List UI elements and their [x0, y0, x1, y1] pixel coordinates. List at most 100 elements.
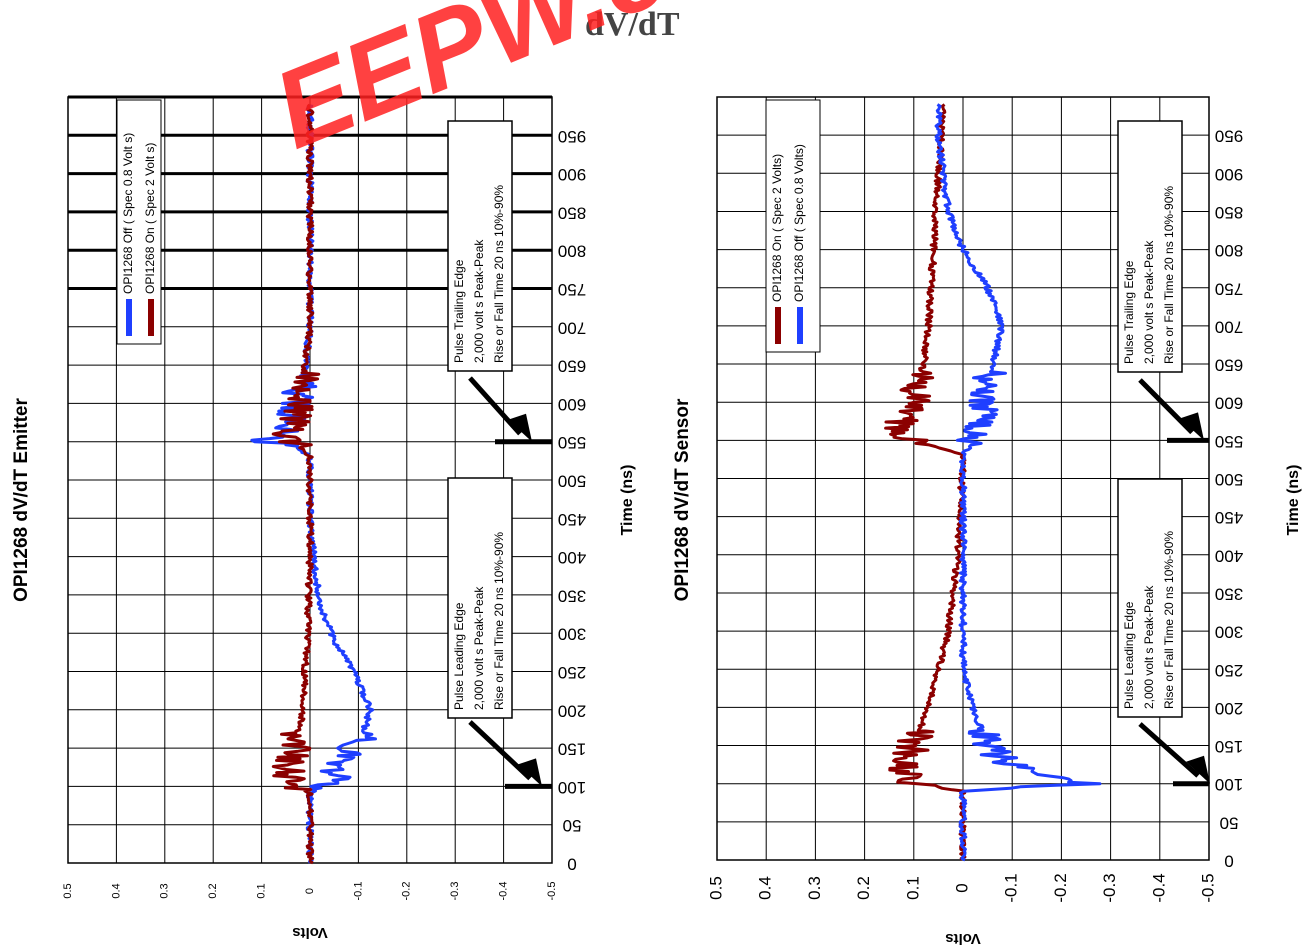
x-tick-label: 850 [558, 203, 586, 222]
annotation-text: Rise or Fall Time 20 ns 10%-90% [1162, 531, 1176, 709]
x-tick-label: 50 [1220, 813, 1239, 832]
legend-label: OPI1268 Off ( Spec 0.8 Volt s) [121, 133, 135, 294]
legend-label: OPI1268 On ( Spec 2 Volt s) [143, 143, 157, 294]
y-tick-label: 0.1 [256, 883, 268, 898]
x-tick-label: 900 [1215, 165, 1243, 184]
x-axis-label: Time (ns) [619, 465, 636, 536]
x-tick-label: 750 [558, 280, 586, 299]
x-tick-label: 750 [1215, 279, 1243, 298]
annotation-arrow [468, 376, 522, 436]
annotation-arrow [468, 720, 532, 781]
y-tick-label: 0.4 [110, 883, 122, 898]
y-tick-label: 0.2 [207, 883, 219, 898]
x-tick-label: 500 [1215, 470, 1243, 489]
chart-title: OPI1268 dV/dT Sensor [672, 398, 693, 601]
x-tick-label: 550 [558, 433, 586, 452]
annotation-text: 2,000 volt s Peak-Peak [1142, 240, 1156, 364]
legend-label: OPI1268 On ( Spec 2 Volts) [770, 154, 784, 302]
annotation-text: 2,000 volt s Peak-Peak [1142, 585, 1156, 709]
y-tick-label: -0.5 [1198, 873, 1217, 902]
series-line [934, 103, 1102, 862]
annotation-arrowhead [518, 758, 542, 787]
annotation-arrow [1138, 722, 1200, 778]
annotation-text: Rise or Fall Time 20 ns 10%-90% [492, 185, 506, 363]
x-tick-label: 300 [558, 625, 586, 644]
y-tick-label: -0.1 [352, 882, 364, 901]
x-tick-label: 700 [1215, 317, 1243, 336]
x-tick-label: 250 [558, 663, 586, 682]
annotation-text: Pulse Leading Edge [452, 602, 466, 710]
x-tick-label: 450 [1215, 508, 1243, 527]
y-tick-label: 0.5 [62, 883, 74, 898]
x-axis-label: Time (ns) [1285, 465, 1302, 536]
x-tick-label: 950 [1215, 127, 1243, 146]
series-line [271, 103, 321, 865]
x-tick-label: 250 [1215, 661, 1243, 680]
annotation-box [1117, 478, 1183, 718]
x-tick-label: 450 [558, 510, 586, 529]
x-tick-label: 800 [558, 242, 586, 261]
x-tick-label: 350 [558, 586, 586, 605]
x-tick-label: 500 [558, 472, 586, 491]
x-tick-label: 650 [1215, 356, 1243, 375]
watermark-text: EEPW.com [258, 0, 835, 172]
x-tick-label: 100 [558, 778, 586, 797]
y-tick-label: 0 [304, 888, 316, 894]
y-tick-label: 0.2 [854, 876, 873, 900]
y-tick-label: -0.4 [1149, 873, 1168, 902]
x-tick-label: 300 [1215, 623, 1243, 642]
y-tick-label: -0.2 [1051, 873, 1070, 902]
x-tick-label: 100 [1215, 775, 1243, 794]
x-tick-label: 600 [1215, 394, 1243, 413]
x-tick-label: 900 [558, 165, 586, 184]
x-tick-label: 600 [558, 395, 586, 414]
y-tick-label: -0.5 [546, 882, 558, 901]
annotation-arrowhead [1186, 755, 1210, 784]
annotation-box [447, 120, 513, 372]
annotation-arrowhead [508, 413, 532, 442]
y-tick-label: 0.5 [706, 876, 725, 900]
x-tick-label: 650 [558, 357, 586, 376]
x-tick-label: 150 [1215, 737, 1243, 756]
annotation-text: 2,000 volt s Peak-Peak [472, 239, 486, 363]
x-tick-label: 0 [1224, 852, 1233, 871]
x-tick-label: 400 [558, 548, 586, 567]
x-tick-label: 700 [558, 318, 586, 337]
annotation-box [1117, 120, 1183, 373]
emitter-plot: 0 50 100 150 200 250 300 350 400 450 500 550 600 650 7… [11, 95, 636, 941]
annotation-text: 2,000 volt s Peak-Peak [472, 586, 486, 710]
legend-label: OPI1268 Off ( Spec 0.8 Volts) [792, 144, 806, 302]
x-tick-label: 150 [558, 740, 586, 759]
y-tick-label: 0.3 [159, 883, 171, 898]
y-tick-label: -0.2 [401, 882, 413, 901]
sensor-plot: 0 50 100 150 200 250 300 350 400 450 500 550 600 650 7… [672, 96, 1302, 947]
annotation-text: Pulse Trailing Edge [1122, 260, 1136, 364]
y-axis-label: Volts [945, 930, 981, 947]
y-tick-label: 0.1 [903, 876, 922, 900]
x-tick-label: 800 [1215, 241, 1243, 260]
y-tick-label: 0 [952, 883, 971, 892]
x-tick-label: 200 [1215, 699, 1243, 718]
page-title: dV/dT [585, 6, 680, 43]
y-axis-label: Volts [292, 924, 328, 941]
y-tick-label: -0.1 [1002, 873, 1021, 902]
x-tick-label: 350 [1215, 584, 1243, 603]
chart-title: OPI1268 dV/dT Emitter [11, 398, 32, 602]
x-tick-label: 0 [567, 855, 576, 874]
y-tick-label: -0.3 [1100, 873, 1119, 902]
annotation-text: Rise or Fall Time 20 ns 10%-90% [1162, 186, 1176, 364]
y-tick-label: -0.4 [498, 882, 510, 901]
x-tick-label: 950 [558, 127, 586, 146]
annotation-text: Pulse Trailing Edge [452, 259, 466, 363]
annotation-arrow [1138, 378, 1194, 435]
x-tick-label: 400 [1215, 546, 1243, 565]
annotation-box [447, 477, 513, 719]
annotation-text: Rise or Fall Time 20 ns 10%-90% [492, 532, 506, 710]
y-tick-label: -0.3 [449, 882, 461, 901]
x-tick-label: 200 [558, 701, 586, 720]
y-tick-label: 0.3 [805, 876, 824, 900]
x-tick-label: 550 [1215, 432, 1243, 451]
annotation-text: Pulse Leading Edge [1122, 601, 1136, 709]
